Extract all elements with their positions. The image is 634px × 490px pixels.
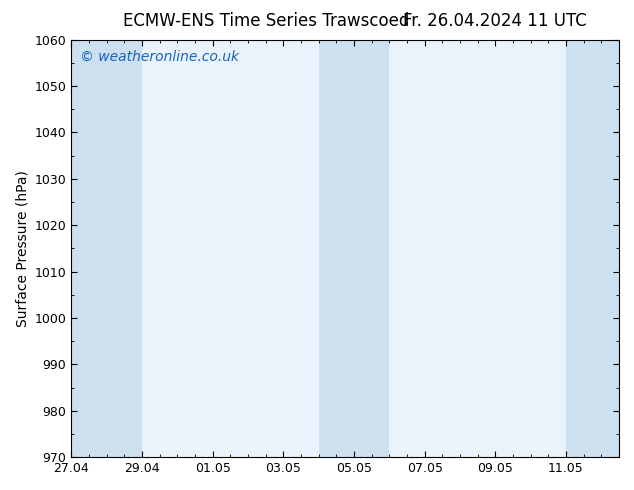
Bar — [319, 40, 354, 457]
Text: Fr. 26.04.2024 11 UTC: Fr. 26.04.2024 11 UTC — [403, 12, 586, 30]
Bar — [71, 40, 107, 457]
Bar — [566, 40, 619, 457]
Y-axis label: Surface Pressure (hPa): Surface Pressure (hPa) — [15, 170, 29, 327]
Bar — [354, 40, 389, 457]
Text: ECMW-ENS Time Series Trawscoed: ECMW-ENS Time Series Trawscoed — [123, 12, 410, 30]
Text: © weatheronline.co.uk: © weatheronline.co.uk — [79, 50, 238, 64]
Bar — [107, 40, 142, 457]
